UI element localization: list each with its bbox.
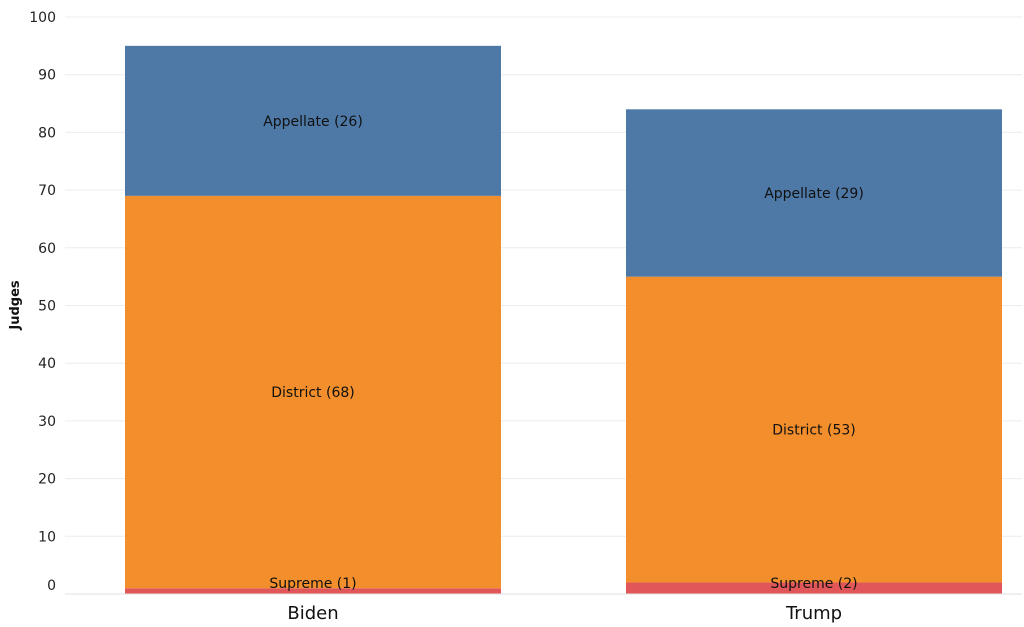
- y-axis-title: Judges: [8, 280, 23, 331]
- x-category-label-biden: Biden: [287, 603, 338, 624]
- bar-trump-district: [626, 276, 1002, 583]
- segment-label-biden-appellate: Appellate (26): [263, 114, 363, 130]
- segment-labels: Supreme (1) District (68) Appellate (26) Su…: [263, 114, 864, 592]
- y-tick-label: 80: [38, 125, 56, 141]
- y-tick-label: 0: [47, 578, 56, 594]
- segment-label-trump-district: District (53): [772, 423, 855, 439]
- y-tick-label: 40: [38, 356, 56, 372]
- bar-biden-district: [125, 195, 501, 589]
- segment-label-trump-appellate: Appellate (29): [764, 186, 864, 202]
- y-tick-label: 20: [38, 472, 56, 488]
- y-tick-label: 60: [38, 241, 56, 257]
- y-tick-label: 50: [38, 299, 56, 315]
- x-category-label-trump: Trump: [785, 603, 842, 624]
- y-tick-label: 90: [38, 68, 56, 84]
- bar-biden-appellate: [125, 45, 501, 196]
- bar-trump-supreme: [626, 582, 1002, 594]
- y-tick-label: 30: [38, 414, 56, 430]
- axes: 0 10 20 30 40 50 60 70 80 90 100 Biden Trump: [29, 10, 1022, 624]
- y-tick-label: 100: [29, 10, 56, 26]
- y-tick-label: 70: [38, 183, 56, 199]
- segment-label-trump-supreme: Supreme (2): [770, 576, 857, 592]
- y-tick-label: 10: [38, 529, 56, 545]
- segment-label-biden-supreme: Supreme (1): [269, 576, 356, 592]
- segment-label-biden-district: District (68): [271, 385, 354, 401]
- bar-biden-supreme: [125, 588, 501, 594]
- bar-trump-appellate: [626, 109, 1002, 277]
- bars: [125, 45, 1002, 594]
